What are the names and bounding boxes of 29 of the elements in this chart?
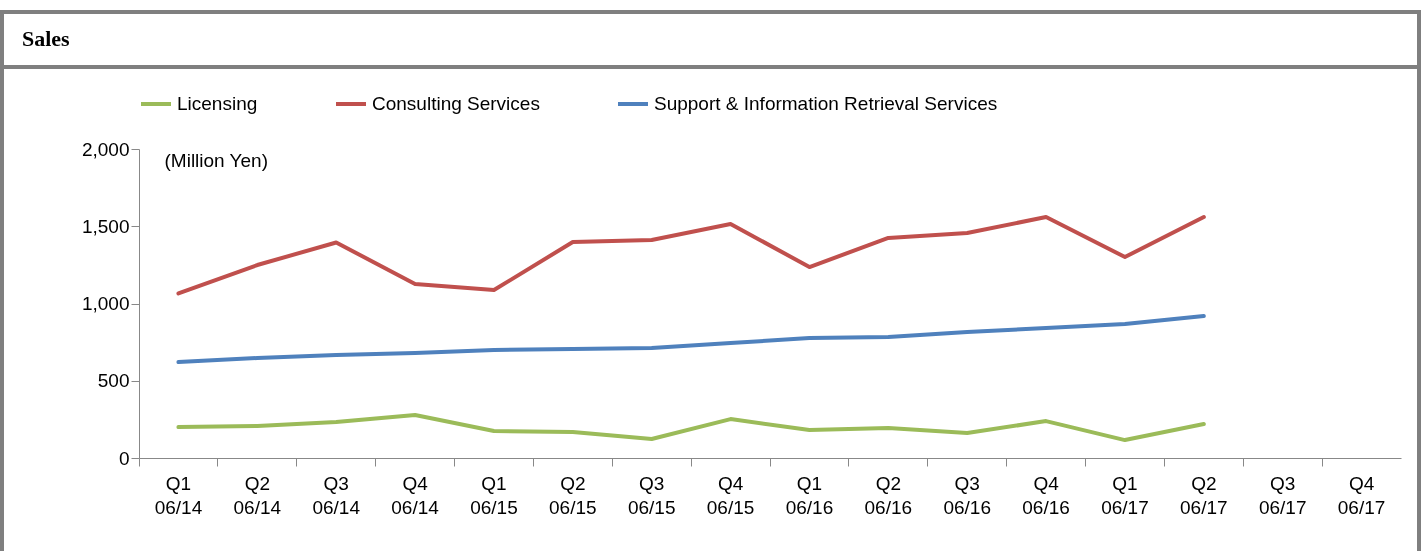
line-series <box>176 214 1206 296</box>
y-tick-label: 2,000 <box>81 138 130 160</box>
line-series <box>176 413 1206 443</box>
y-tick-label: 500 <box>97 370 130 392</box>
y-tick-label: 1,000 <box>81 293 130 314</box>
x-tick-label: Q3 06/16 <box>943 472 991 518</box>
x-tick-label: Q4 06/17 <box>1337 472 1386 518</box>
line-series <box>176 314 1206 365</box>
x-tick-label: Q4 06/14 <box>391 472 440 518</box>
chart-title: Sales <box>4 14 1417 69</box>
x-tick-label: Q1 06/15 <box>470 472 518 518</box>
legend-label: Licensing <box>177 93 258 114</box>
x-tick-label: Q1 06/14 <box>154 472 203 518</box>
y-tick-label: 0 <box>118 447 130 469</box>
legend-label: Support & Information Retrieval Services <box>654 93 998 114</box>
x-tick-label: Q2 06/15 <box>549 472 597 518</box>
x-tick-label: Q1 06/16 <box>785 472 834 518</box>
y-tick-label: 1,500 <box>81 215 130 237</box>
x-tick-label: Q4 06/16 <box>1022 472 1070 518</box>
x-tick-label: Q4 06/15 <box>706 472 755 518</box>
y-axis-title: (Million Yen) <box>164 149 268 171</box>
x-tick-label: Q3 06/15 <box>627 472 676 518</box>
x-tick-label: Q2 06/17 <box>1180 472 1228 518</box>
x-tick-label: Q1 06/17 <box>1101 472 1149 518</box>
legend-label: Consulting Services <box>372 93 540 114</box>
x-tick-label: Q2 06/14 <box>233 472 282 518</box>
x-tick-label: Q3 06/17 <box>1258 472 1307 518</box>
x-tick-label: Q3 06/14 <box>312 472 361 518</box>
x-tick-label: Q2 06/16 <box>864 472 913 518</box>
